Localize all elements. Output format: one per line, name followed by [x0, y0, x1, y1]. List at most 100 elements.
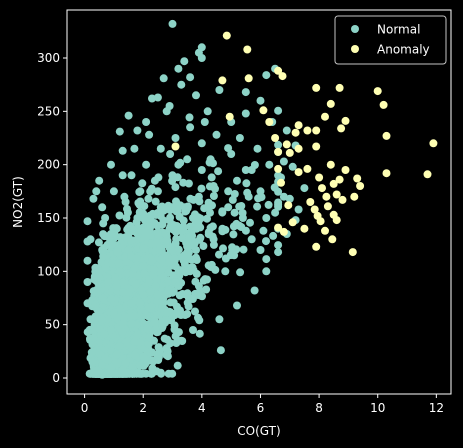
- scatter-point-normal: [127, 171, 136, 180]
- points-layer: [83, 19, 438, 379]
- scatter-point-normal: [143, 324, 152, 333]
- scatter-point-normal: [166, 150, 175, 158]
- scatter-point-normal: [115, 211, 124, 220]
- scatter-point-normal: [171, 183, 180, 192]
- scatter-point-normal: [195, 329, 204, 338]
- scatter-point-normal: [83, 217, 92, 226]
- x-tick-label: 2: [139, 401, 147, 415]
- scatter-point-normal: [203, 107, 212, 116]
- scatter-point-normal: [109, 187, 118, 196]
- scatter-point-normal: [145, 278, 154, 286]
- scatter-point-normal: [224, 187, 233, 196]
- scatter-point-anomaly: [274, 223, 283, 232]
- scatter-point-normal: [192, 246, 200, 254]
- scatter-point-normal: [88, 358, 97, 367]
- scatter-point-normal: [131, 280, 140, 289]
- scatter-point-normal: [254, 194, 263, 203]
- scatter-point-normal: [184, 293, 193, 302]
- scatter-point-normal: [148, 364, 157, 373]
- scatter-point-normal: [159, 229, 168, 237]
- scatter-point-anomaly: [326, 99, 335, 108]
- scatter-point-anomaly: [279, 227, 288, 236]
- scatter-point-normal: [168, 288, 177, 297]
- scatter-point-normal: [204, 261, 213, 270]
- scatter-point-normal: [130, 264, 139, 273]
- scatter-point-normal: [271, 208, 280, 217]
- scatter-point-normal: [269, 231, 278, 240]
- scatter-point-normal: [274, 248, 283, 257]
- plot-frame: [66, 9, 452, 395]
- scatter-point-normal: [86, 369, 95, 378]
- scatter-point-normal: [92, 288, 101, 297]
- scatter-point-normal: [186, 73, 195, 82]
- scatter-point-anomaly: [348, 248, 357, 257]
- scatter-point-normal: [279, 192, 288, 201]
- scatter-point-normal: [179, 178, 188, 187]
- y-tick-label: 0: [52, 371, 60, 385]
- scatter-point-normal: [235, 221, 244, 230]
- scatter-point-normal: [139, 262, 148, 270]
- scatter-point-normal: [99, 252, 108, 261]
- scatter-point-normal: [196, 287, 204, 296]
- scatter-point-anomaly: [315, 173, 324, 182]
- scatter-point-normal: [133, 235, 142, 244]
- scatter-point-anomaly: [341, 116, 350, 125]
- x-tick-label: 8: [315, 401, 323, 415]
- scatter-point-normal: [197, 166, 206, 174]
- x-tick-label: 12: [429, 401, 444, 415]
- scatter-point-anomaly: [332, 190, 341, 199]
- scatter-point-normal: [239, 245, 248, 254]
- scatter-point-normal: [142, 160, 151, 169]
- scatter-point-normal: [288, 162, 297, 171]
- scatter-point-normal: [127, 252, 136, 261]
- scatter-point-normal: [203, 214, 211, 223]
- scatter-point-normal: [247, 235, 256, 244]
- scatter-point-normal: [262, 214, 271, 222]
- scatter-point-normal: [95, 367, 104, 376]
- scatter-point-anomaly: [379, 100, 388, 109]
- scatter-point-normal: [192, 91, 200, 100]
- scatter-point-normal: [121, 233, 130, 242]
- scatter-point-normal: [165, 102, 174, 110]
- scatter-point-normal: [118, 365, 127, 374]
- scatter-point-normal: [153, 291, 162, 300]
- scatter-point-normal: [98, 315, 107, 324]
- scatter-point-normal: [128, 363, 137, 372]
- scatter-point-anomaly: [329, 179, 338, 188]
- scatter-point-normal: [135, 338, 144, 347]
- scatter-point-anomaly: [382, 169, 391, 178]
- scatter-point-normal: [115, 342, 124, 350]
- scatter-point-anomaly: [294, 168, 303, 177]
- scatter-point-normal: [262, 237, 270, 246]
- scatter-point-normal: [114, 259, 123, 268]
- scatter-point-normal: [218, 208, 227, 217]
- scatter-point-normal: [89, 347, 98, 356]
- scatter-point-normal: [204, 228, 213, 237]
- scatter-point-anomaly: [312, 126, 321, 135]
- scatter-point-normal: [107, 326, 115, 334]
- scatter-point-anomaly: [218, 76, 227, 85]
- scatter-point-normal: [90, 275, 99, 284]
- scatter-point-normal: [282, 126, 291, 135]
- scatter-point-normal: [136, 299, 145, 308]
- scatter-point-anomaly: [244, 74, 253, 83]
- scatter-point-normal: [274, 140, 283, 149]
- scatter-point-normal: [274, 241, 283, 250]
- scatter-point-normal: [156, 144, 165, 153]
- scatter-point-anomaly: [274, 164, 283, 173]
- scatter-point-normal: [104, 278, 112, 286]
- scatter-point-anomaly: [278, 72, 287, 81]
- scatter-point-normal: [168, 171, 177, 180]
- scatter-point-normal: [168, 177, 177, 185]
- scatter-point-normal: [112, 350, 121, 359]
- scatter-point-normal: [174, 64, 183, 73]
- scatter-point-normal: [136, 197, 145, 206]
- scatter-point-normal: [259, 226, 268, 235]
- scatter-point-anomaly: [243, 45, 252, 54]
- scatter-point-normal: [98, 246, 107, 254]
- x-tick-label: 10: [370, 401, 385, 415]
- scatter-point-normal: [145, 303, 154, 312]
- scatter-point-normal: [107, 363, 115, 372]
- scatter-point-normal: [241, 88, 250, 97]
- scatter-point-normal: [221, 267, 230, 276]
